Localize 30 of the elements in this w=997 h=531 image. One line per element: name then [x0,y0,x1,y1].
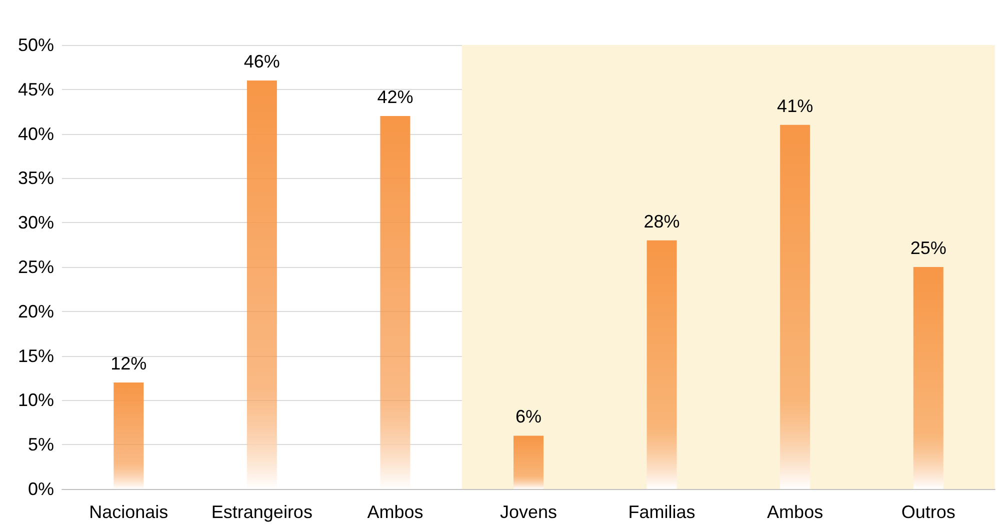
x-tick-label: Estrangeiros [211,502,312,522]
data-label: 46% [244,52,280,72]
y-tick-label: 20% [18,301,54,322]
y-tick-label: 15% [18,346,54,366]
y-tick-label: 25% [18,257,54,277]
x-tick-label: Nacionais [89,502,168,522]
data-label: 28% [644,211,680,232]
y-tick-label: 50% [18,35,54,55]
y-tick-label: 0% [28,479,54,499]
y-tick-label: 45% [18,79,54,100]
x-tick-label: Familias [628,502,696,522]
data-label: 6% [515,406,542,427]
data-label: 42% [377,87,414,108]
x-tick-label: Ambos [767,502,824,522]
x-tick-label: Ambos [367,502,424,522]
data-label: 12% [110,353,147,374]
bar [646,240,677,489]
y-tick-label: 5% [28,434,54,455]
data-label: 25% [910,238,946,258]
y-tick-label: 30% [18,212,54,233]
data-label: 41% [777,96,814,116]
bar [913,267,944,489]
y-tick-label: 35% [18,168,54,188]
bar [780,124,810,489]
bar [514,436,544,489]
x-tick-label: Outros [901,502,956,522]
y-tick-label: 40% [18,124,54,144]
x-tick-label: Jovens [500,502,558,522]
y-tick-label: 10% [18,390,54,410]
bar [114,382,144,489]
